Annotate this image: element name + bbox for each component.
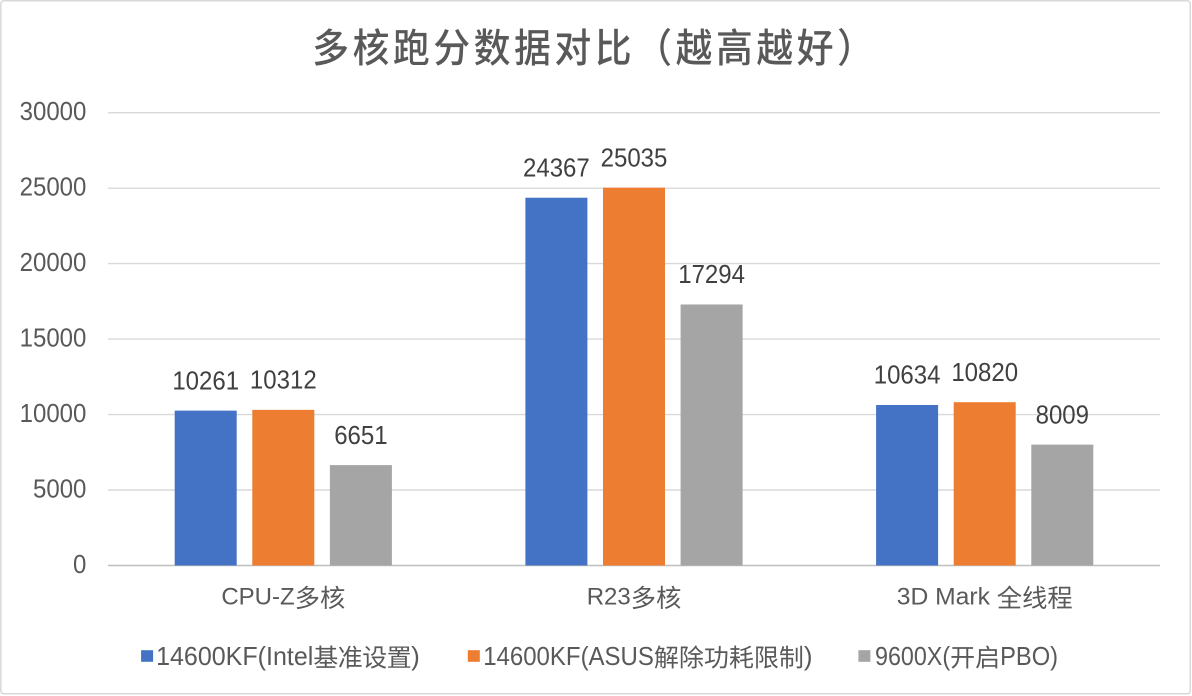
svg-text:): ) [804,641,813,671]
svg-text:20000: 20000 [20,247,87,277]
svg-text:10820: 10820 [951,357,1018,387]
svg-text:5000: 5000 [33,474,86,504]
svg-text:25035: 25035 [601,142,668,172]
svg-text:10634: 10634 [874,360,941,390]
svg-text:14600KF(ASUS: 14600KF(ASUS [483,641,654,671]
svg-text:0: 0 [73,549,86,579]
svg-text:R23: R23 [587,584,631,611]
svg-text:8009: 8009 [1036,399,1089,429]
svg-text:30000: 30000 [20,96,87,126]
svg-text:10261: 10261 [172,365,239,395]
svg-text:25000: 25000 [20,172,87,202]
svg-text:17294: 17294 [678,259,745,289]
svg-text:24367: 24367 [523,152,590,182]
svg-text:PBO): PBO) [1000,641,1058,671]
svg-text:6651: 6651 [334,420,387,450]
svg-text:15000: 15000 [20,323,87,353]
svg-text:9600X(: 9600X( [875,641,950,671]
svg-text:10312: 10312 [250,365,317,395]
svg-text:CPU-Z: CPU-Z [221,584,294,611]
svg-text:10000: 10000 [20,398,87,428]
svg-text:14600KF(Intel: 14600KF(Intel [156,641,313,671]
svg-text:3D Mark: 3D Mark [897,584,997,611]
svg-text:): ) [411,641,420,671]
